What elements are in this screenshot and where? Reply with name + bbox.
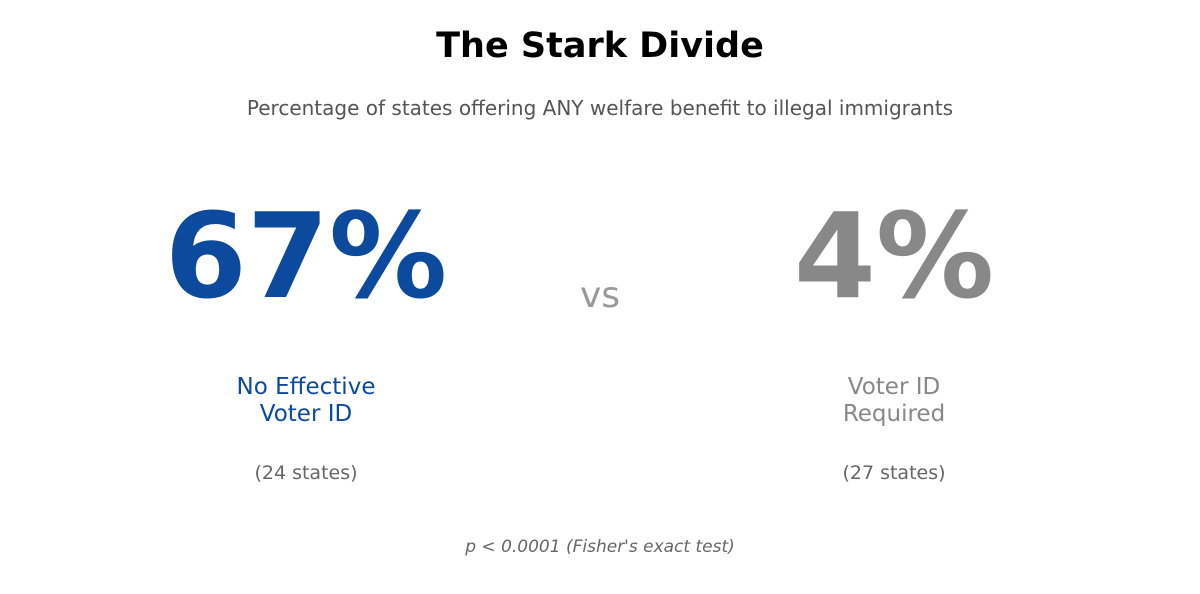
statistical-footnote: p < 0.0001 (Fisher's exact test) <box>465 537 735 557</box>
left-group-label-line-2: Voter ID <box>259 401 353 427</box>
right-group-label-line-2: Required <box>842 401 946 427</box>
chart-subtitle: Percentage of states offering ANY welfar… <box>246 96 954 120</box>
chart-title: The Stark Divide <box>436 26 764 66</box>
left-group-label-line-1: No Effective <box>236 374 376 400</box>
right-group-label-line-1: Voter ID <box>847 374 941 400</box>
left-state-count: (24 states) <box>254 462 358 484</box>
left-group-label: No Effective Voter ID <box>106 374 506 428</box>
left-percentage-value: 67% <box>164 187 448 325</box>
right-percentage-value: 4% <box>793 187 995 325</box>
right-group-label: Voter ID Required <box>694 374 1094 428</box>
right-state-count: (27 states) <box>842 462 946 484</box>
vs-separator: vs <box>579 275 621 316</box>
